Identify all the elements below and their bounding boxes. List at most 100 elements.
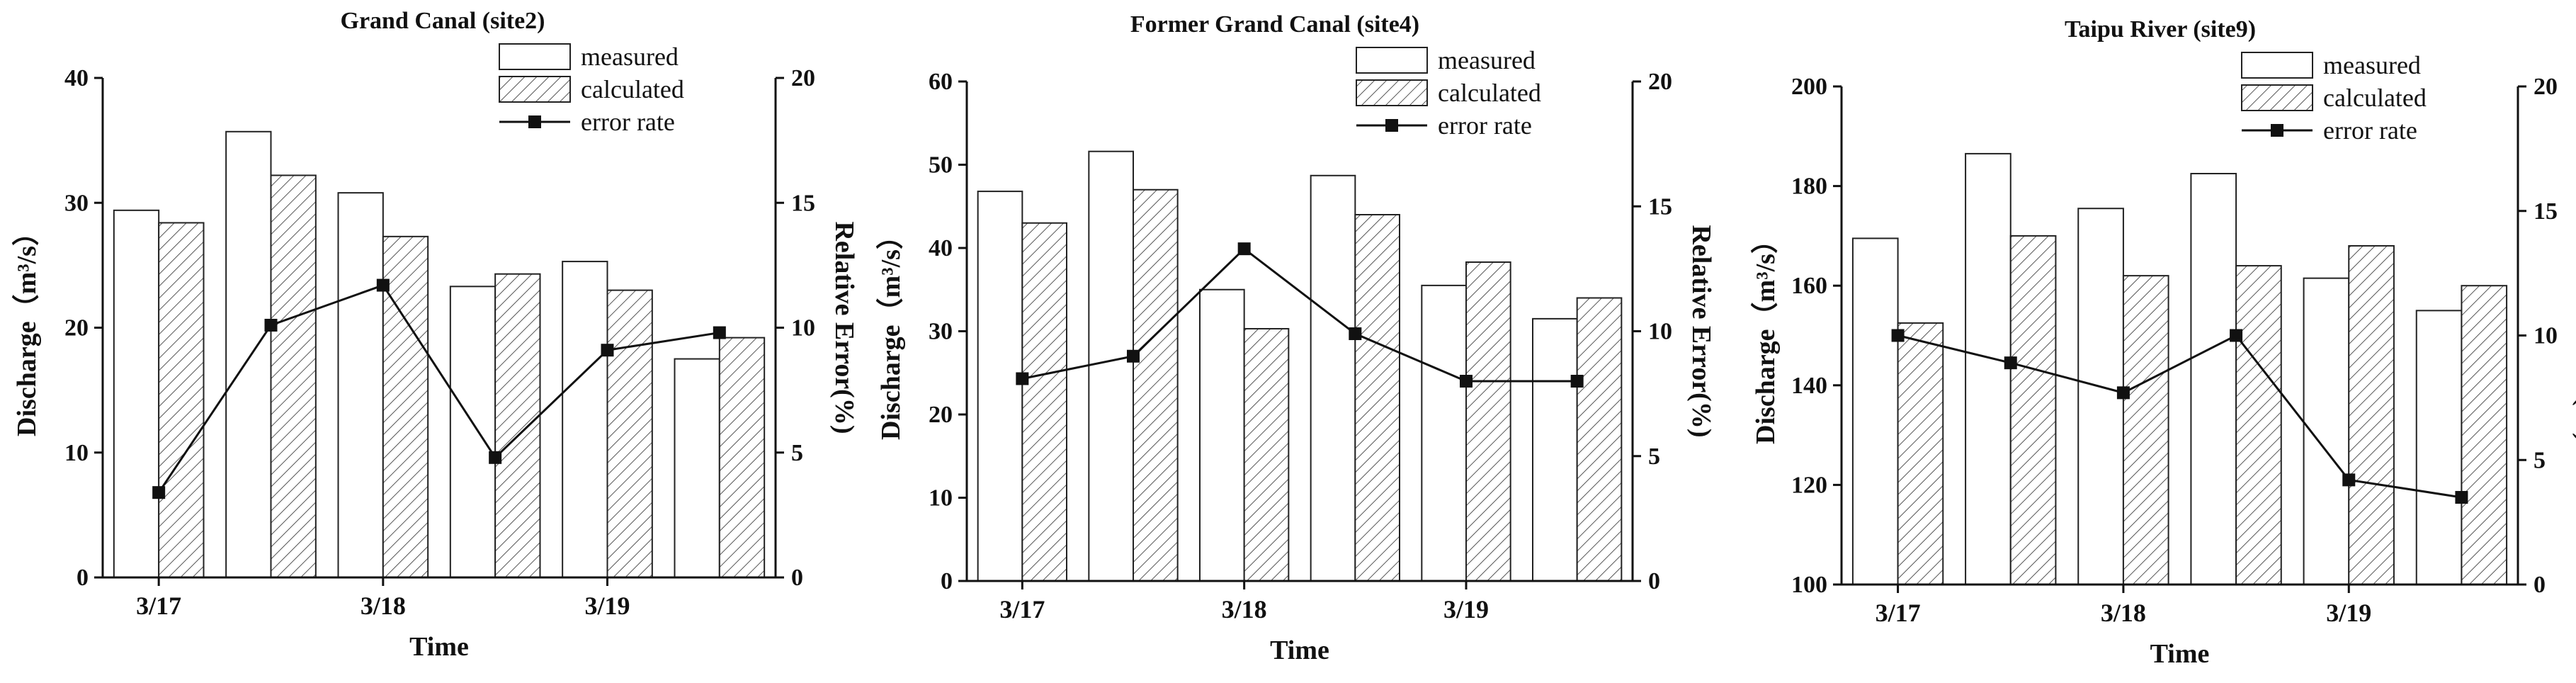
- y-tick-label: 60: [929, 69, 953, 95]
- y-axis-label: Discharge（m³/s）: [1751, 227, 1781, 444]
- y-tick-label: 20: [64, 315, 89, 342]
- bar-measured: [1310, 174, 1356, 582]
- error-rate-marker: [152, 486, 166, 499]
- legend-label-calculated: calculated: [581, 75, 684, 103]
- x-tick-label: 3/17: [136, 592, 181, 620]
- y-tick-label: 120: [1791, 472, 1827, 498]
- legend-label-measured: measured: [1438, 46, 1536, 74]
- y2-tick-label: 10: [2534, 323, 2558, 349]
- error-rate-marker: [2004, 356, 2017, 370]
- y-axis-label: Discharge（m³/s）: [876, 222, 906, 440]
- bar-calculated: [1243, 327, 1290, 582]
- bar-calculated: [270, 174, 317, 579]
- x-tick-label: 3/18: [361, 592, 406, 620]
- legend-label-calculated: calculated: [2323, 84, 2427, 112]
- chart-title: Grand Canal (site2): [341, 8, 545, 34]
- bar-measured: [1965, 152, 2012, 585]
- x-tick-label: 3/17: [999, 595, 1045, 623]
- x-axis-label: Time: [1270, 636, 1329, 665]
- bar-measured: [449, 286, 497, 578]
- bar-measured: [337, 192, 384, 578]
- legend-marker-error: [1385, 119, 1398, 132]
- y2-axis-label: Relative Error(%): [2572, 229, 2576, 441]
- error-rate-marker: [2342, 473, 2356, 487]
- chart-panel-1: Grand Canal (site2) 0 10 20 30 40 0 5 10 15 20 3/17…: [12, 8, 859, 662]
- x-tick-label: 3/18: [2101, 599, 2146, 627]
- error-rate-line: [157, 283, 720, 493]
- y-tick-label: 30: [64, 190, 89, 216]
- bar-calculated: [2122, 275, 2169, 585]
- error-rate-marker: [1349, 327, 1362, 341]
- legend-label-error: error rate: [581, 108, 675, 136]
- legend-marker-error: [528, 115, 541, 128]
- bar-measured: [2190, 173, 2237, 585]
- x-tick-label: 3/17: [1876, 599, 1921, 627]
- bar-calculated: [1576, 297, 1623, 582]
- bar-measured: [1421, 284, 1468, 582]
- y-tick-label: 100: [1791, 572, 1827, 598]
- bar-measured: [1851, 237, 1899, 585]
- bar-calculated: [606, 289, 653, 578]
- error-rate-marker: [264, 318, 278, 332]
- error-rate-marker: [713, 326, 726, 339]
- error-rate-marker: [1237, 242, 1251, 256]
- bar-calculated: [2348, 244, 2395, 585]
- error-rate-marker: [376, 278, 390, 292]
- y-tick-label: 0: [76, 565, 89, 591]
- bar-measured: [1199, 288, 1245, 582]
- y2-axis-label: Relative Error(%): [1686, 225, 1716, 437]
- x-tick-label: 3/19: [584, 592, 630, 620]
- bar-calculated: [494, 273, 541, 578]
- y2-tick-label: 10: [1648, 319, 1672, 345]
- chart-panel-2: Former Grand Canal (site4) 0 10 20 30 40 50 60 0…: [876, 11, 1716, 665]
- bar-calculated: [1021, 222, 1068, 582]
- bar-calculated: [1354, 214, 1401, 582]
- y-tick-label: 10: [929, 485, 953, 512]
- legend-label-calculated: calculated: [1438, 79, 1541, 107]
- y-tick-label: 40: [64, 65, 89, 91]
- error-rate-line: [1022, 247, 1577, 383]
- bar-calculated: [718, 337, 766, 578]
- error-rate-marker: [489, 451, 502, 464]
- y2-tick-label: 20: [791, 65, 815, 91]
- legend-label-measured: measured: [2323, 51, 2421, 79]
- chart-title: Taipu River (site9): [2065, 16, 2256, 43]
- error-rate-marker: [1016, 372, 1029, 385]
- error-rate-marker: [1570, 375, 1584, 388]
- y-tick-label: 10: [64, 440, 89, 466]
- chart-title: Former Grand Canal (site4): [1130, 11, 1419, 38]
- legend-label-error: error rate: [2323, 116, 2417, 145]
- error-rate-marker: [2455, 490, 2468, 504]
- legend-label-measured: measured: [581, 43, 679, 71]
- legend-swatch-calculated: [2241, 84, 2313, 111]
- x-tick-label: 3/18: [1222, 595, 1267, 623]
- legend-swatch-measured: [499, 43, 571, 70]
- bar-calculated: [2461, 285, 2508, 585]
- y2-tick-label: 5: [1648, 444, 1660, 470]
- y2-tick-label: 15: [1648, 193, 1672, 220]
- legend-swatch-measured: [2241, 52, 2313, 79]
- y2-tick-label: 20: [2534, 74, 2558, 100]
- error-rate-marker: [2230, 329, 2243, 342]
- y-axis-label: Discharge（m³/s）: [12, 219, 42, 436]
- y2-tick-label: 15: [2534, 198, 2558, 225]
- y2-axis-label: Relative Error(%): [829, 221, 859, 434]
- chart-panel-3: Taipu River (site9) 100 120 140 160 180 200 0 5 1…: [1751, 16, 2576, 669]
- x-tick-label: 3/19: [1443, 595, 1489, 623]
- y2-tick-label: 0: [1648, 568, 1660, 594]
- bar-measured: [977, 191, 1023, 582]
- legend-swatch-measured: [1356, 47, 1428, 74]
- legend-marker-error: [2271, 124, 2283, 137]
- bar-calculated: [1897, 322, 1944, 585]
- y2-tick-label: 15: [791, 190, 815, 216]
- legend: measured calculated error rate: [1356, 46, 1541, 140]
- legend-swatch-calculated: [499, 76, 571, 103]
- bar-calculated: [2009, 235, 2057, 585]
- y-tick-label: 160: [1791, 273, 1827, 299]
- legend: measured calculated error rate: [2241, 51, 2427, 145]
- y-tick-label: 200: [1791, 74, 1827, 100]
- error-rate-marker: [1460, 375, 1473, 388]
- y-tick-label: 30: [929, 319, 953, 345]
- x-axis-label: Time: [2150, 639, 2210, 669]
